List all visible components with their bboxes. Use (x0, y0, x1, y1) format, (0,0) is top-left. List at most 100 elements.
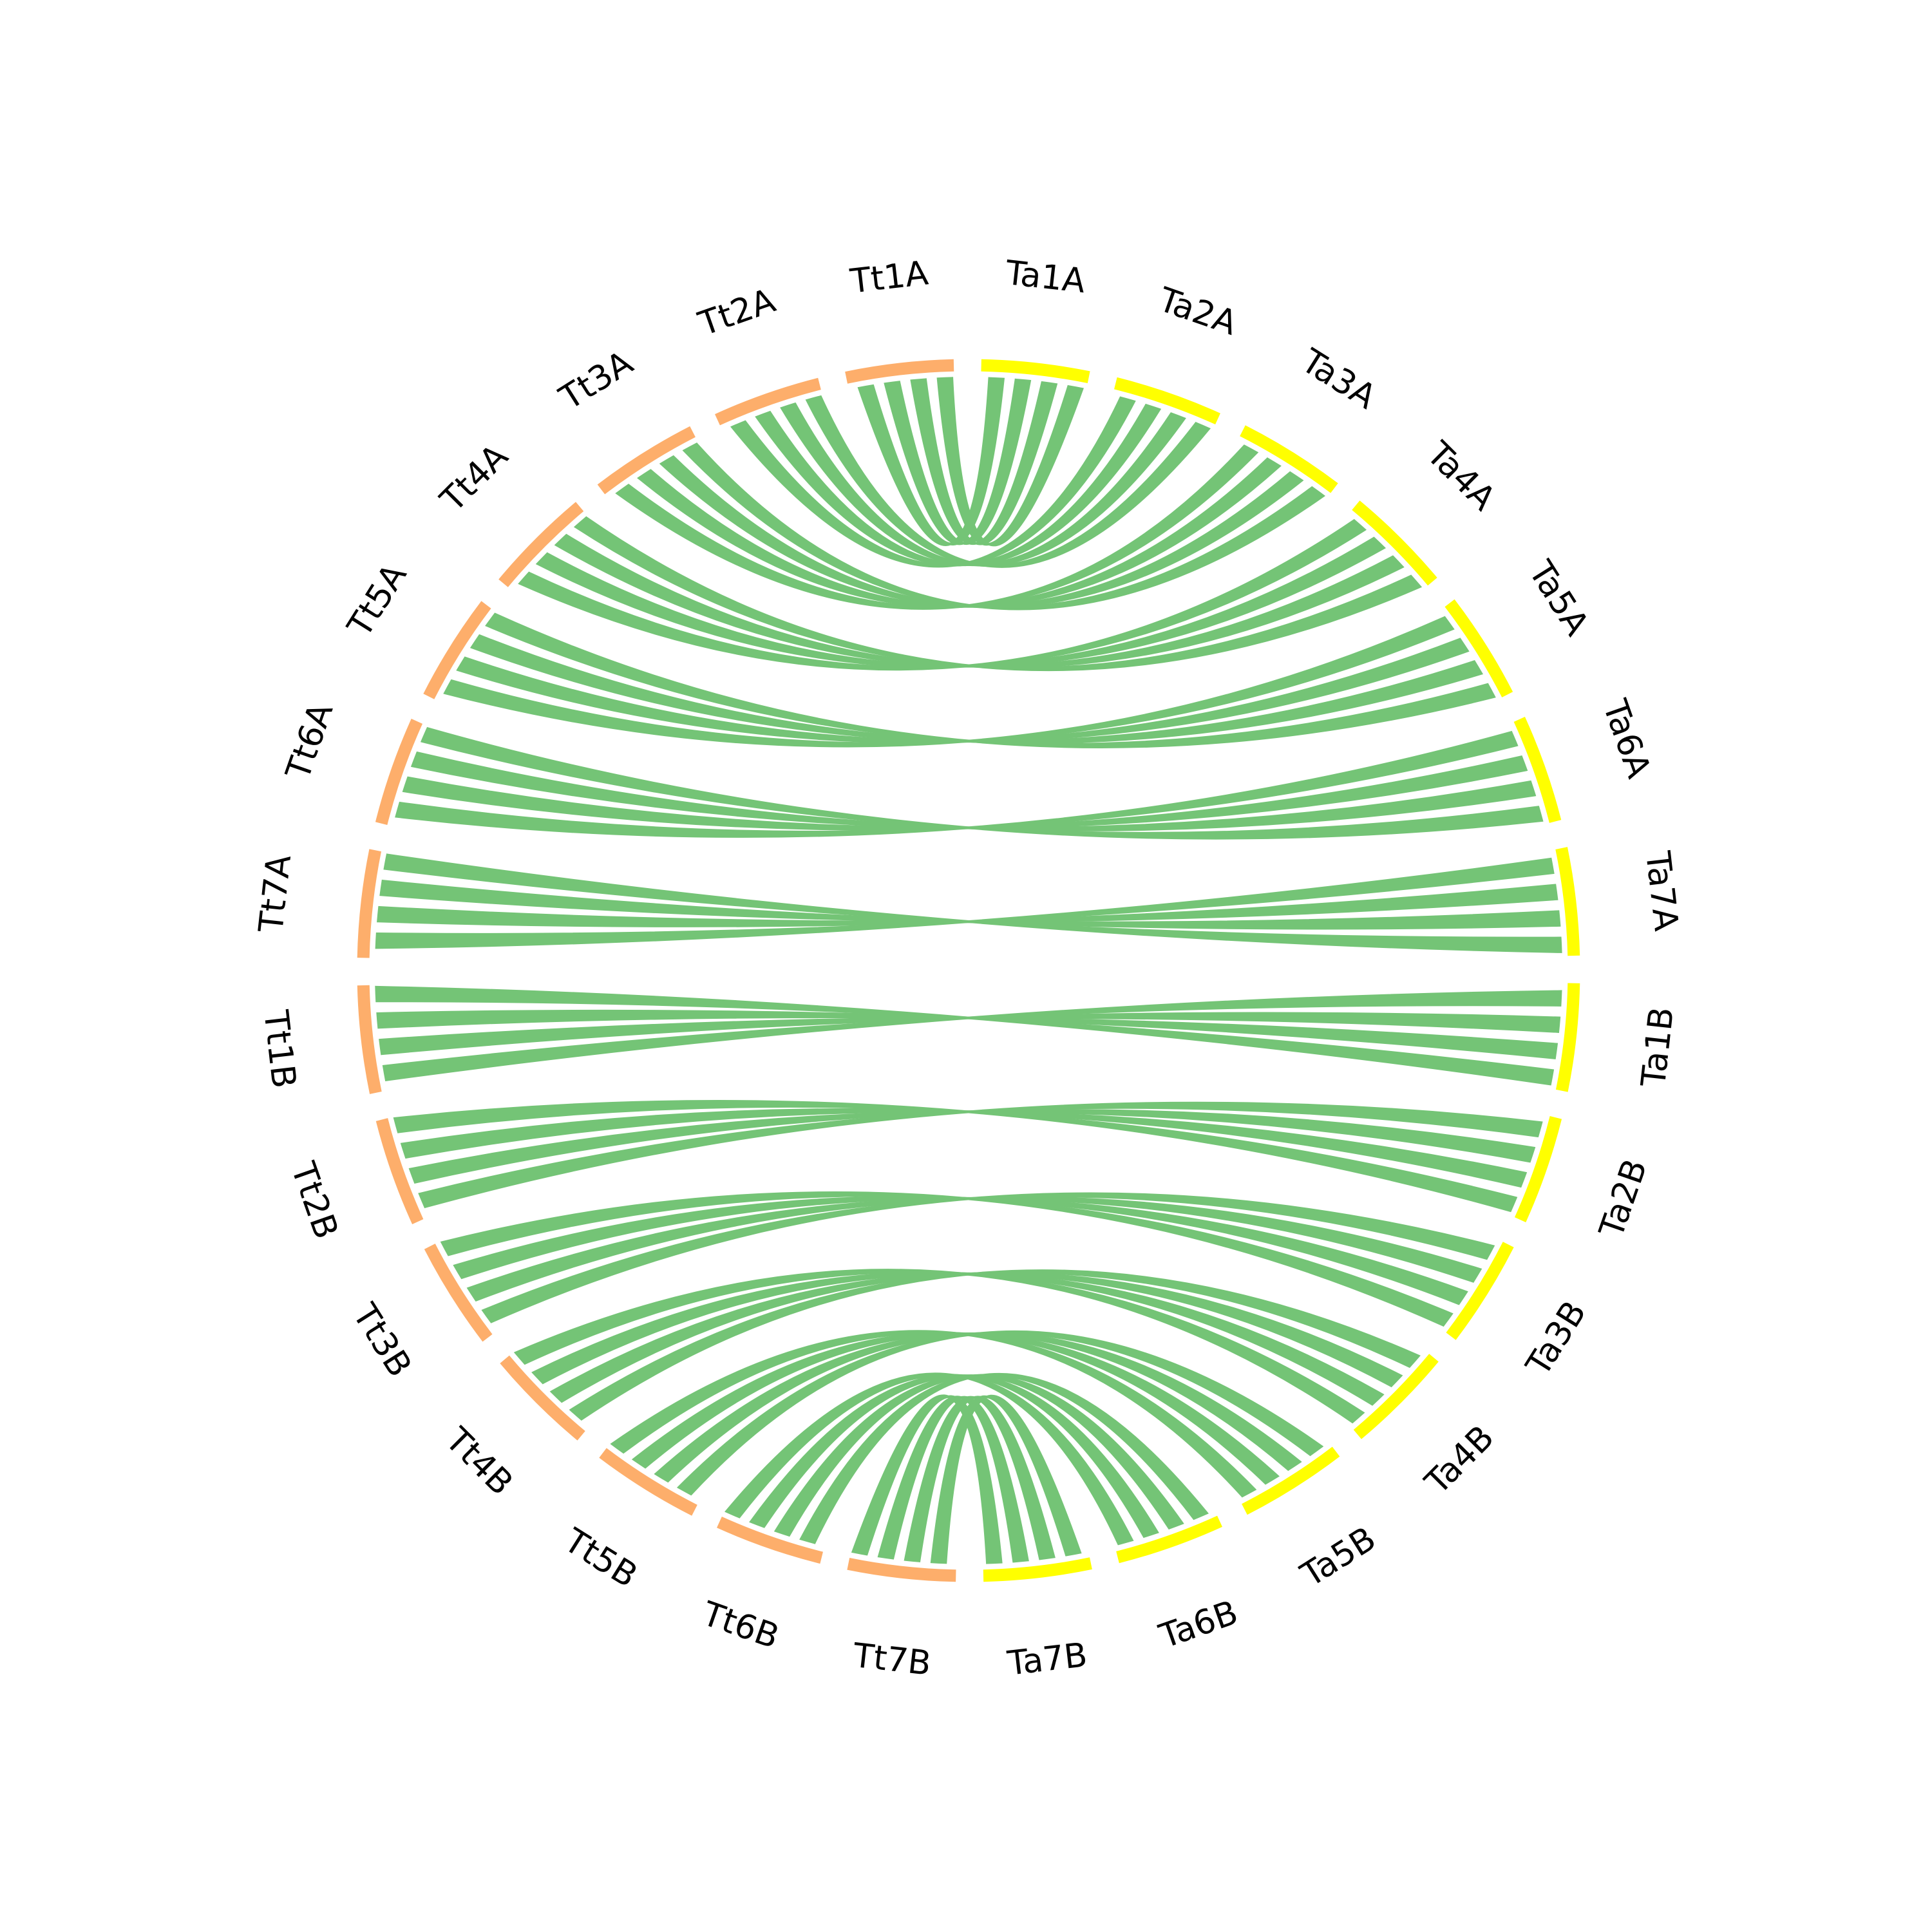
chromosome-arc (1240, 425, 1338, 493)
synteny-link (393, 1100, 1518, 1213)
synteny-link (724, 1372, 1134, 1546)
chromosome-label: Tt1A (848, 254, 930, 301)
chromosome-label: Tt5A (340, 557, 415, 644)
synteny-link (631, 1332, 1280, 1485)
links (375, 377, 1562, 1564)
synteny-link (682, 442, 1326, 611)
synteny-link (877, 1396, 1029, 1563)
synteny-link (443, 616, 1455, 748)
chromosome-label: Tt1B (256, 1008, 303, 1090)
synteny-link (456, 638, 1470, 744)
chromosome-arc (1114, 377, 1220, 425)
chromosome-label: Ta6B (1154, 1593, 1243, 1656)
chromosome-arc (1514, 1116, 1562, 1222)
synteny-link (549, 1272, 1403, 1403)
synteny-link (573, 516, 1423, 672)
synteny-link (383, 853, 1562, 953)
chromosome-arc (845, 359, 954, 384)
chromosome-label: Ta1B (1634, 1005, 1681, 1090)
synteny-link (730, 396, 1136, 568)
chromosome-label: Tt5B (557, 1521, 644, 1596)
synteny-link (659, 455, 1304, 609)
chromosome-arc (983, 1557, 1092, 1582)
synteny-link (799, 1372, 1209, 1544)
chromosome-arc (375, 1118, 424, 1224)
chromosome-label: Ta2B (1592, 1155, 1655, 1244)
synteny-link (400, 1108, 1528, 1188)
synteny-link (410, 751, 1537, 831)
chromosome-label: Ta3A (1294, 341, 1383, 417)
chromosome-arc (1555, 983, 1580, 1092)
chromosome-label: Tt7A (252, 853, 299, 935)
synteny-link (780, 402, 1186, 567)
synteny-link (615, 444, 1259, 610)
synteny-link (481, 1192, 1495, 1323)
chromosome-arc (847, 1557, 956, 1582)
synteny-link (569, 1269, 1421, 1421)
chromosome-label: Tt6B (697, 1595, 784, 1657)
synteny-link (408, 1109, 1536, 1184)
chromosome-arc (1555, 847, 1580, 956)
synteny-link (379, 879, 1561, 930)
chromosome-label: Ta3B (1519, 1294, 1594, 1383)
chromosome-arc (1513, 717, 1562, 823)
chromosome-arc (597, 426, 696, 495)
synteny-link (375, 985, 1555, 1086)
synteny-link (654, 1332, 1302, 1483)
chromosome-arc (717, 1516, 823, 1564)
chromosome-label: Tt3B (345, 1297, 419, 1384)
chromosome-label: Ta7B (1005, 1636, 1090, 1683)
chromosome-arc (715, 377, 821, 426)
chromosome-label: Ta7A (1638, 849, 1685, 933)
synteny-link (884, 378, 1032, 545)
chromosome-label: Ta2A (1153, 280, 1242, 343)
chromosome-label: Tt4A (433, 437, 516, 520)
synteny-link (375, 857, 1555, 949)
synteny-link (377, 884, 1558, 927)
synteny-link (851, 1394, 1003, 1564)
chromosome-label: Ta5B (1294, 1520, 1383, 1595)
chromosome-arc (357, 985, 382, 1094)
synteny-link (402, 755, 1528, 831)
synteny-link (379, 1012, 1561, 1056)
synteny-link (610, 1330, 1257, 1498)
synteny-link (513, 1269, 1365, 1424)
chromosome-label: Ta1A (1003, 254, 1088, 301)
chromosome-arc (498, 502, 584, 587)
chromosome-arc (424, 1244, 493, 1342)
chromosome-label: Tt3A (553, 343, 639, 418)
synteny-link (466, 1196, 1482, 1302)
synteny-link (485, 612, 1496, 748)
chromosome-arc (423, 601, 491, 699)
synteny-link (420, 726, 1544, 840)
chromosome-arc (375, 719, 423, 825)
synteny-link (676, 1330, 1324, 1496)
synteny-link (440, 1191, 1454, 1327)
chromosome-label: Tt7B (851, 1636, 933, 1683)
synteny-link (382, 990, 1562, 1082)
chromosome-label: Ta6A (1595, 694, 1658, 783)
synteny-link (469, 634, 1484, 744)
synteny-link (857, 377, 1005, 546)
chromosome-arc (1353, 1354, 1439, 1439)
chromosome-label: Tt6A (279, 698, 341, 785)
chromosome-arc (500, 1355, 585, 1441)
chromosome-label: Tt2B (283, 1157, 345, 1244)
synteny-link (805, 395, 1211, 568)
synteny-link (418, 1101, 1543, 1209)
chromosome-arc (1352, 500, 1437, 586)
synteny-link (554, 533, 1405, 668)
chromosome-label: Tt4B (437, 1420, 520, 1503)
synteny-link (637, 457, 1282, 609)
synteny-link (904, 1396, 1056, 1562)
synteny-link (749, 1374, 1159, 1539)
chromosome-arc (1242, 1446, 1340, 1515)
chromosome-arc (1446, 1242, 1514, 1340)
synteny-link (453, 1196, 1468, 1305)
chromosome-arc (1116, 1515, 1222, 1564)
synteny-link (535, 536, 1387, 668)
chromosome-arc (1444, 599, 1513, 697)
